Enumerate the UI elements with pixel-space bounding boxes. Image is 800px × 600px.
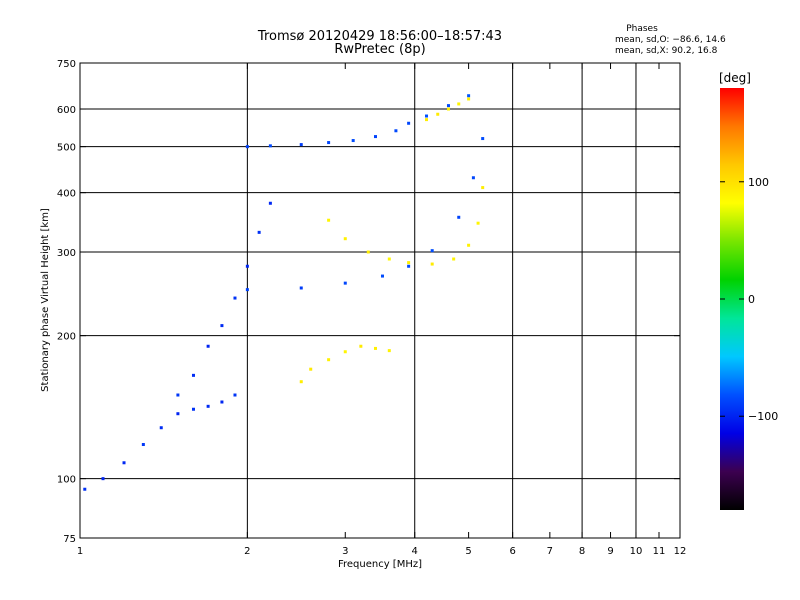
x-tick-label: 3 [342,546,348,557]
scatter-point [407,121,411,125]
scatter-point [359,344,363,348]
scatter-point [394,129,398,133]
scatter-point [101,477,105,481]
scatter-point [245,264,249,268]
scatter-point [327,141,331,145]
scatter-point [245,288,249,292]
scatter-point [159,426,163,430]
scatter-point [467,243,471,247]
phases-o-mode: mean, sd,O: −86.6, 14.6 [615,35,726,45]
scatter-point [436,112,440,116]
colorbar-tick-label: 0 [748,293,755,306]
scatter-point [191,373,195,377]
colorbar-unit: [deg] [719,71,751,85]
scatter-point [467,94,471,98]
scatter-point [452,257,456,261]
x-tick-label: 10 [630,546,643,557]
scatter-point [373,135,377,139]
chart-subtitle: RwPretec (8p) [334,42,425,57]
y-axis-label: Stationary phase Virtual Height [km] [40,208,51,392]
scatter-point [351,139,355,143]
phases-heading: Phases [626,24,658,34]
scatter-point [446,104,450,108]
y-tick-label: 750 [57,59,76,70]
x-axis: 1 2 3 4 5 6 7 8 9 10 11 12 [77,63,687,557]
scatter-point [343,350,347,354]
phases-x-mode: mean, sd,X: 90.2, 16.8 [615,46,718,56]
scatter-point [233,296,237,300]
scatter-point [430,262,434,266]
scatter-point [471,176,475,180]
x-tick-label: 7 [547,546,553,557]
scatter-point [425,114,429,118]
scatter-point [122,461,126,465]
y-tick-label: 500 [57,143,76,154]
scatter-point [191,407,195,411]
scatter-point [268,144,272,148]
colorbar-tick-label: 100 [748,176,769,189]
scatter-point [430,249,434,253]
scatter-point [327,358,331,362]
scatter-point [373,346,377,350]
scatter-point [309,367,313,371]
scatter-point [457,102,461,106]
scatter-point [245,145,249,149]
scatter-point [206,404,210,408]
scatter-marks [83,94,485,491]
scatter-point [380,274,384,278]
x-tick-label: 6 [509,546,515,557]
scatter-point [327,218,331,222]
scatter-point [481,137,485,141]
x-tick-label: 8 [579,546,585,557]
scatter-point [299,143,303,147]
y-tick-label: 75 [63,534,76,545]
x-tick-label: 5 [465,546,471,557]
scatter-point [220,324,224,328]
y-tick-label: 100 [57,475,76,486]
scatter-point [446,107,450,111]
y-tick-label: 200 [57,332,76,343]
scatter-point [407,264,411,268]
x-tick-label: 4 [412,546,418,557]
scatter-point [268,201,272,205]
scatter-point [206,344,210,348]
y-tick-label: 300 [57,248,76,259]
y-tick-label: 600 [57,105,76,116]
scatter-point [299,380,303,384]
x-axis-label: Frequency [MHz] [338,559,422,570]
plot-area [79,62,681,539]
scatter-point [299,286,303,290]
x-tick-label: 9 [607,546,613,557]
scatter-point [220,400,224,404]
scatter-point [467,97,471,101]
x-tick-label: 12 [674,546,687,557]
scatter-point [233,393,237,397]
scatter-point [343,237,347,241]
scatter-point [366,250,370,254]
scatter-point [83,487,87,491]
scatter-point [481,186,485,190]
scatter-point [176,412,180,416]
scatter-point [176,393,180,397]
x-tick-label: 11 [653,546,666,557]
scatter-point [343,281,347,285]
y-tick-label: 400 [57,189,76,200]
scatter-point [425,118,429,122]
scatter-point [387,257,391,261]
scatter-point [407,261,411,265]
y-axis: 75 100 200 300 400 500 600 750 [57,59,680,545]
scatter-point [387,349,391,353]
scatter-point [257,230,261,234]
grid [80,63,680,538]
x-tick-label: 2 [244,546,250,557]
chart-title: Tromsø 20120429 18:56:00–18:57:43 [257,29,502,44]
plot-frame [79,62,681,539]
x-tick-label: 1 [77,546,83,557]
scatter-point [141,443,145,447]
colorbar-tick-label: −100 [748,410,778,423]
scatter-point [457,215,461,219]
scatter-point [476,221,480,225]
colorbar-ticks: 100 0 −100 [720,176,778,423]
